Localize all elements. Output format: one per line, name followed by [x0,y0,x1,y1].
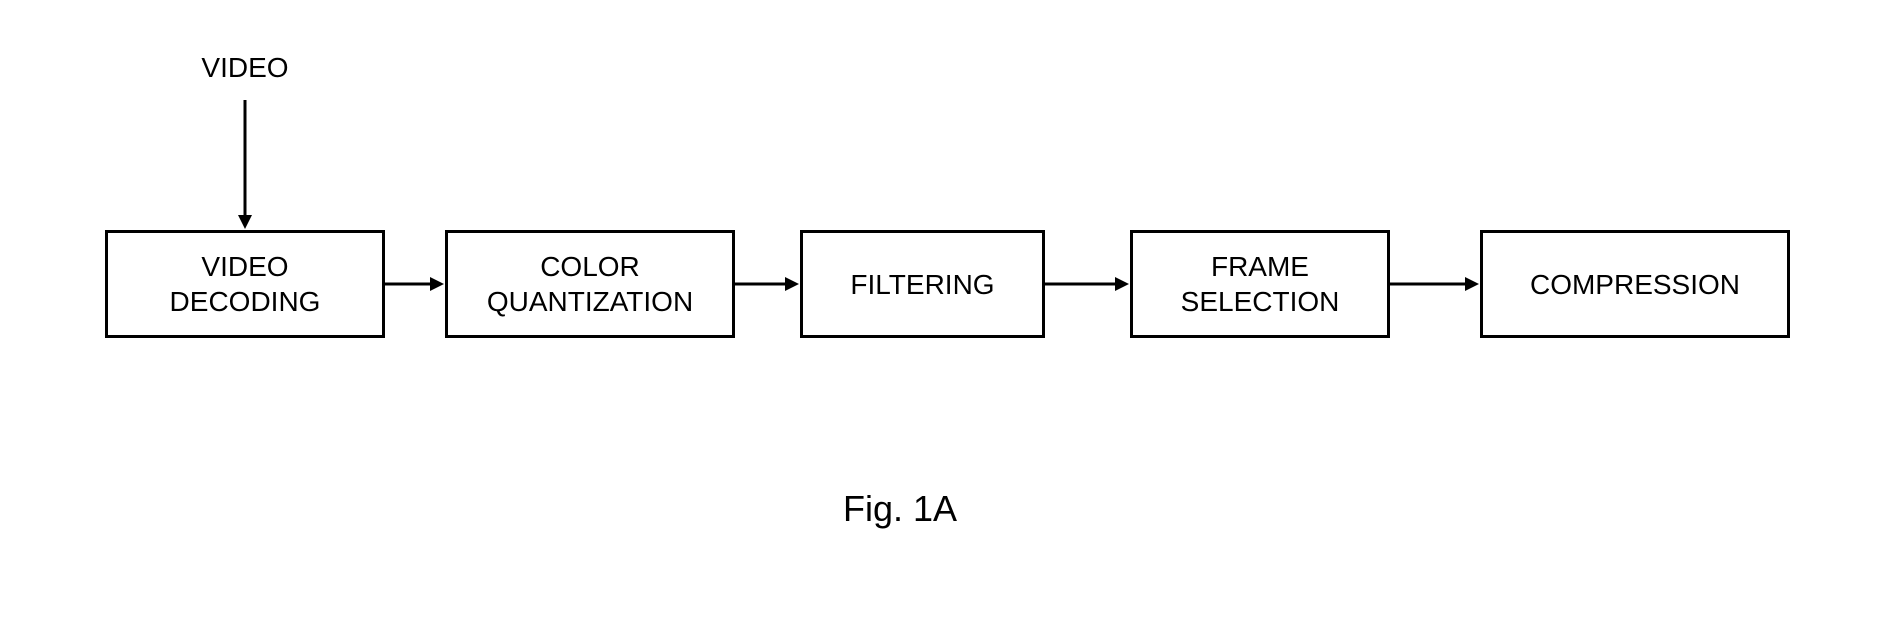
figure-caption: Fig. 1A [800,488,1000,530]
flowchart-diagram: VIDEO VIDEO DECODING COLOR QUANTIZATION … [0,0,1898,630]
figure-caption-text: Fig. 1A [843,488,957,529]
arrow-4 [0,0,1898,630]
